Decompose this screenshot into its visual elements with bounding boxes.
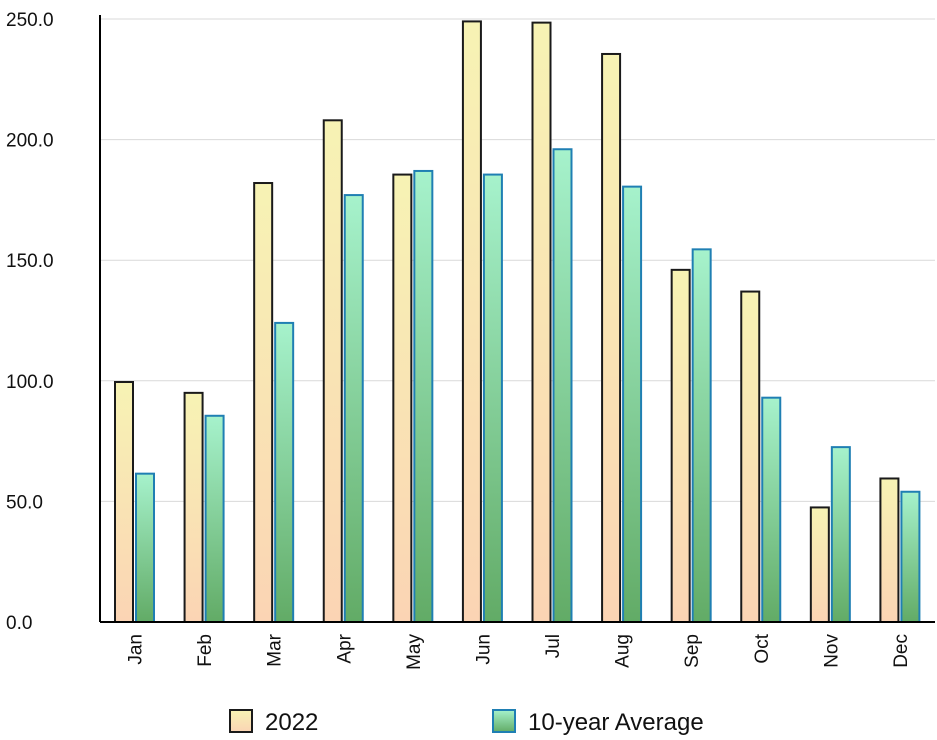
x-tick-label: Jan [126,634,147,665]
x-tick-label: Apr [334,633,355,663]
bar-series-a-dec [879,477,900,623]
bar-series-b-aug [622,185,643,623]
bar-series-b-mar [274,321,295,623]
bar-series-b-dec [900,490,921,624]
bar-series-b-jan [135,472,155,623]
bar-series-b-sep [691,248,712,623]
legend: 2022 10-year Average [229,709,704,736]
y-tick-label: 250.0 [6,10,54,31]
y-tick-label: 200.0 [6,131,54,152]
y-tick-label: 100.0 [6,372,54,393]
bar-series-a-apr [322,119,343,624]
bar-series-a-sep [670,268,691,623]
bar-series-a-oct [740,290,761,623]
x-tick-label: Jul [543,634,564,658]
bar-group-nov [809,446,851,623]
bar-series-a-nov [809,506,830,623]
bar-series-a-jan [114,381,134,624]
bar-group-aug [601,52,643,623]
y-tick-label: 0.0 [6,613,32,634]
bar-series-b-jun [482,173,503,623]
legend-item: 10-year Average [492,709,704,736]
x-tick-label: May [404,634,425,670]
bars [114,20,921,624]
bar-series-a-mar [253,182,274,624]
bar-series-a-jul [531,21,552,624]
bar-group-jul [531,21,573,624]
x-tick-label: Aug [613,634,634,668]
bar-group-sep [670,248,712,623]
bar-group-may [392,169,434,623]
bar-group-dec [879,477,921,624]
x-tick-label: Nov [821,634,842,668]
legend-swatch [229,709,253,733]
y-tick-label: 150.0 [6,251,54,272]
y-tick-labels: 0.0 50.0 100.0 150.0 200.0 250.0 [6,10,54,634]
bar-series-a-feb [183,391,204,623]
bar-group-jun [461,20,503,624]
legend-item: 2022 [229,709,318,736]
bar-series-a-jun [461,20,482,624]
bar-series-b-jul [552,148,573,624]
legend-label: 10-year Average [528,709,704,736]
bar-group-apr [322,119,364,624]
x-tick-label: Feb [195,634,216,667]
bar-group-mar [253,182,295,624]
bar-series-b-may [413,169,434,623]
bar-series-b-nov [830,446,851,623]
bar-group-feb [183,391,225,623]
x-tick-label: Mar [265,633,286,666]
bar-series-b-oct [761,396,782,623]
bar-series-b-apr [343,194,364,624]
x-tick-label: Sep [682,634,703,668]
gridlines [100,18,935,502]
axes [99,15,935,623]
x-tick-label: Jun [473,634,494,665]
bar-group-oct [740,290,782,623]
y-tick-label: 50.0 [6,492,43,513]
x-tick-label: Dec [891,634,912,668]
legend-swatch [492,709,516,733]
bar-series-b-feb [204,414,225,623]
bar-group-jan [114,381,155,624]
bar-series-a-may [392,173,413,623]
legend-label: 2022 [265,709,318,736]
x-tick-label: Oct [752,633,773,663]
x-tick-labels: Jan Feb Mar Apr May Jun Jul Aug Sep Oct Nov Dec [126,633,912,670]
bar-series-a-aug [601,52,622,623]
